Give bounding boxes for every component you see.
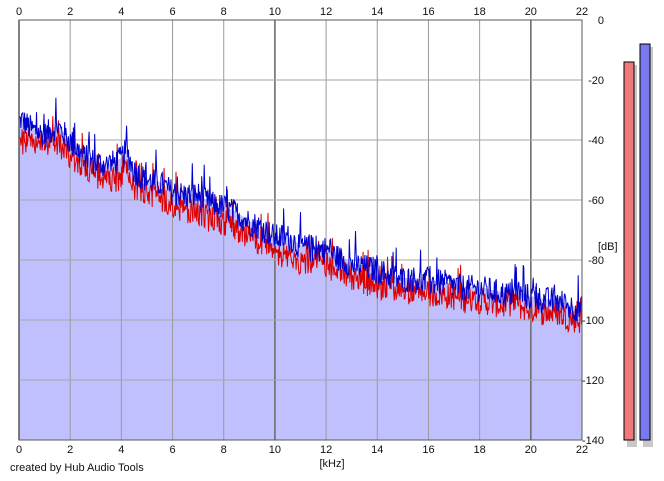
x-tick-label-top-1: 2 <box>67 6 73 18</box>
series-line-blue <box>18 97 583 322</box>
y-tick-label-6: -120 <box>582 375 604 387</box>
plot-frame <box>18 19 583 441</box>
y-tick-label-0: 0 <box>598 15 604 27</box>
x-tick-label-bottom-7: 14 <box>371 444 383 456</box>
y-tick-label-7: -140 <box>582 435 604 447</box>
x-tick-label-bottom-0: 0 <box>16 444 22 456</box>
x-tick-label-bottom-2: 4 <box>118 444 124 456</box>
level-meters <box>623 43 653 447</box>
x-tick-label-top-0: 0 <box>16 6 22 18</box>
y-tick-label-4: -80 <box>588 255 604 267</box>
x-tick-label-top-2: 4 <box>118 6 124 18</box>
x-tick-label-bottom-6: 12 <box>320 444 332 456</box>
x-tick-label-top-9: 18 <box>474 6 486 18</box>
y-tick-label-3: -60 <box>588 195 604 207</box>
plot-border <box>18 19 583 441</box>
series-lines <box>18 97 583 334</box>
x-tick-label-bottom-4: 8 <box>221 444 227 456</box>
x-tick-label-bottom-3: 6 <box>169 444 175 456</box>
x-tick-label-top-8: 16 <box>422 6 434 18</box>
plot-area <box>19 20 582 440</box>
x-tick-label-bottom-11: 22 <box>576 444 588 456</box>
y-axis-label: [dB] <box>598 241 618 253</box>
x-tick-labels-top: 0 2 4 6 8 10 12 14 16 18 20 22 <box>16 6 588 18</box>
y-tick-label-1: -20 <box>588 75 604 87</box>
x-tick-label-bottom-8: 16 <box>422 444 434 456</box>
x-tick-label-top-4: 8 <box>221 6 227 18</box>
x-tick-label-top-5: 10 <box>269 6 281 18</box>
x-tick-label-top-3: 6 <box>169 6 175 18</box>
x-tick-labels-bottom: 0 2 4 6 8 10 12 14 16 18 20 22 <box>16 444 588 456</box>
x-tick-label-bottom-5: 10 <box>269 444 281 456</box>
level-meter-bar-1 <box>639 43 651 441</box>
credit-text: created by Hub Audio Tools <box>10 462 144 474</box>
x-tick-label-bottom-10: 20 <box>525 444 537 456</box>
x-tick-label-bottom-1: 2 <box>67 444 73 456</box>
level-meter-bar-0 <box>623 61 635 441</box>
x-tick-label-top-7: 14 <box>371 6 383 18</box>
x-tick-label-bottom-9: 18 <box>474 444 486 456</box>
y-tick-label-5: -100 <box>582 315 604 327</box>
series-line-red <box>18 116 583 334</box>
x-axis-label: [kHz] <box>319 458 344 470</box>
x-tick-label-top-6: 12 <box>320 6 332 18</box>
y-tick-labels: 0 -20 -40 -60 -80 -100 -120 -140 <box>582 15 604 447</box>
x-tick-label-top-10: 20 <box>525 6 537 18</box>
x-tick-label-top-11: 22 <box>576 6 588 18</box>
y-tick-label-2: -40 <box>588 135 604 147</box>
